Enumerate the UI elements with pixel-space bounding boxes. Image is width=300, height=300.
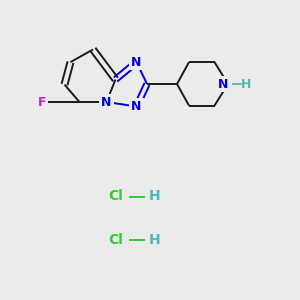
Text: N: N: [101, 95, 112, 109]
Text: N: N: [131, 100, 142, 113]
Text: F: F: [38, 95, 46, 109]
Text: H: H: [149, 233, 160, 247]
Text: N: N: [131, 56, 142, 69]
Text: Cl: Cl: [108, 190, 123, 203]
Text: H: H: [241, 77, 251, 91]
Text: N: N: [218, 77, 229, 91]
Text: H: H: [149, 190, 160, 203]
Text: Cl: Cl: [108, 233, 123, 247]
